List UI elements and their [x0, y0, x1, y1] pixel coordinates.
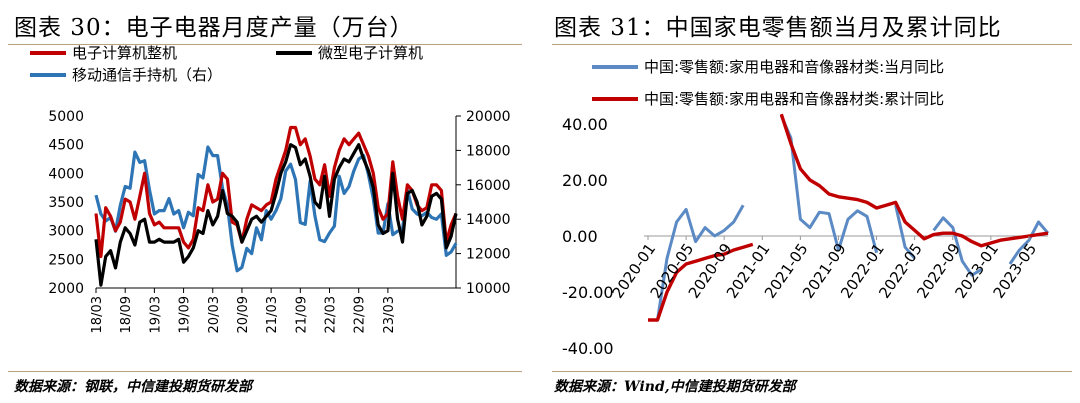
figure-31-source: 数据来源：Wind,中信建投期货研发部 — [554, 379, 796, 395]
legend-label: 中国:零售额:家用电器和音像器材类:累计同比 — [644, 90, 944, 108]
x-tick-label: 20/09 — [236, 296, 251, 333]
x-tick-label: 23/03 — [382, 296, 397, 333]
figure-30-source: 数据来源：钢联，中信建投期货研发部 — [14, 379, 252, 395]
figure-30-source-rule — [8, 371, 522, 372]
x-tick-label: 19/03 — [148, 296, 163, 333]
series-line-1 — [648, 113, 1049, 322]
right-y-tick-label: 12000 — [466, 247, 511, 263]
y-tick-label: -40.00 — [562, 339, 614, 358]
figure-30-title: 图表 30：电子电器月度产量（万台） — [14, 15, 414, 41]
x-tick-label: 20/03 — [207, 296, 222, 333]
y-tick-label: 0.00 — [562, 227, 598, 246]
right-y-tick-label: 10000 — [466, 281, 511, 297]
legend-label: 中国:零售额:家用电器和音像器材类:当月同比 — [644, 58, 944, 76]
right-y-tick-label: 16000 — [466, 178, 511, 194]
x-tick-label: 21/09 — [294, 296, 309, 333]
legend-label: 移动通信手持机（右） — [72, 66, 222, 84]
figure-30-chart: 2000 2500 3000 3500 4000 4500 5000 10000 12000 14… — [30, 44, 511, 333]
figure-30-panel: 图表 30：电子电器月度产量（万台） 2000 2500 3000 3500 4000 4… — [8, 15, 522, 395]
x-tick-label: 18/03 — [90, 296, 105, 333]
left-y-tick-label: 3000 — [48, 224, 84, 240]
left-y-tick-label: 3500 — [48, 195, 84, 211]
x-tick-label: 22/09 — [353, 296, 368, 333]
figure-31-title: 图表 31：中国家电零售额当月及累计同比 — [554, 15, 1002, 41]
series-line-2 — [94, 145, 458, 273]
figure-30-title-rule — [8, 44, 522, 45]
left-y-tick-label: 2000 — [48, 281, 84, 297]
x-tick-label: 21/03 — [265, 296, 280, 333]
right-y-tick-label: 20000 — [466, 109, 511, 125]
x-tick-label: 22/03 — [324, 296, 339, 333]
figure-31-panel: 图表 31：中国家电零售额当月及累计同比 -40.00 -20.00 0.00 20.… — [552, 0, 1080, 403]
legend-label: 微型电子计算机 — [318, 44, 423, 62]
y-tick-label: 40.00 — [562, 115, 608, 134]
right-y-tick-label: 14000 — [466, 212, 511, 228]
figure-31-title-rule — [552, 44, 1072, 45]
x-tick-label: 18/09 — [119, 296, 134, 333]
left-y-tick-label: 2500 — [48, 252, 84, 268]
y-tick-label: -20.00 — [562, 283, 614, 302]
series-line-1 — [94, 143, 458, 287]
legend-label: 电子计算机整机 — [72, 44, 177, 62]
y-tick-label: 20.00 — [562, 171, 608, 190]
series-line-0 — [648, 115, 1050, 322]
series-line-0 — [94, 125, 458, 259]
figure-31-source-rule — [552, 371, 1072, 372]
figure-31-chart: -40.00-20.000.0020.0040.002020-012020-05… — [562, 58, 1050, 358]
right-y-tick-label: 18000 — [466, 143, 511, 159]
left-y-tick-label: 5000 — [48, 109, 84, 125]
left-y-tick-label: 4500 — [48, 138, 84, 154]
left-y-tick-label: 4000 — [48, 166, 84, 182]
x-tick-label: 19/09 — [178, 296, 193, 333]
